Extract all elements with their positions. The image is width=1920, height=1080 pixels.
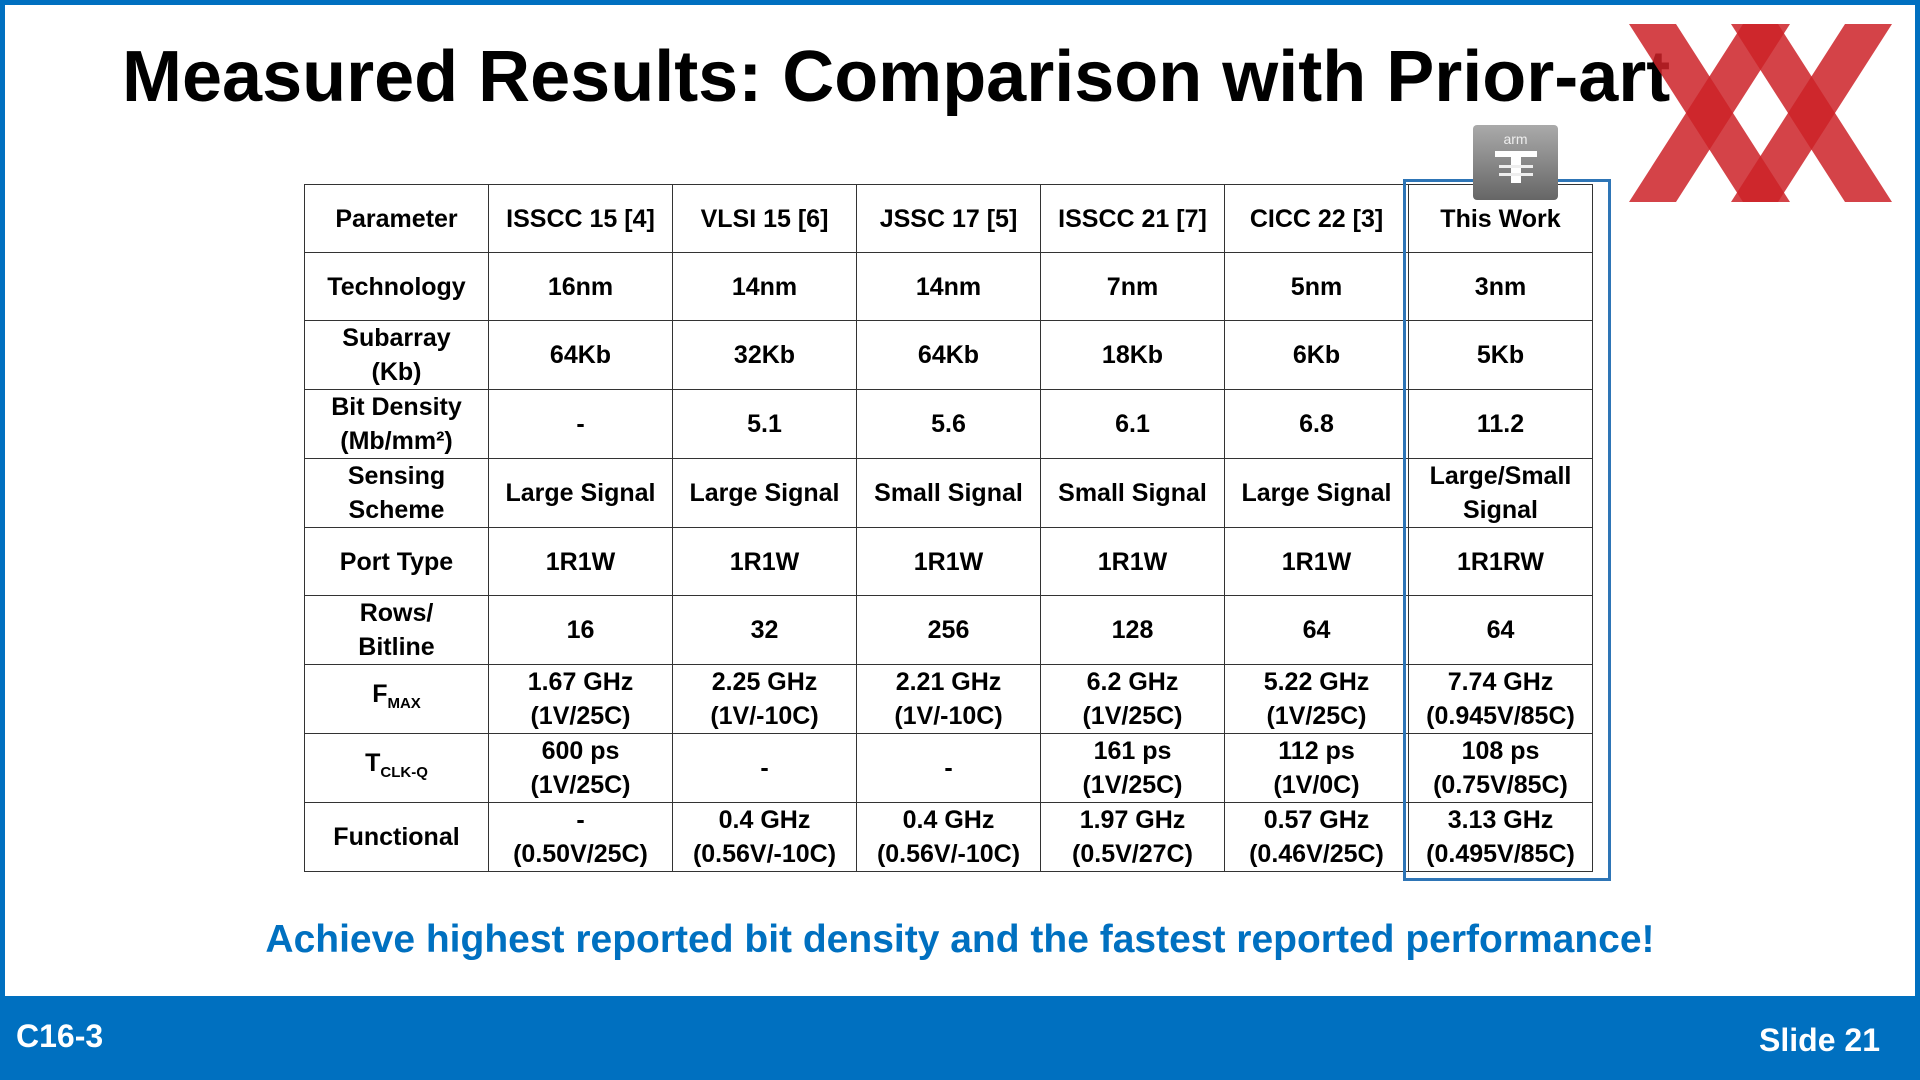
table-cell: 128 [1040, 595, 1225, 665]
table-cell: 1R1W [1224, 527, 1409, 596]
table-cell: 5.22 GHz (1V/25C) [1224, 664, 1409, 734]
table-cell: - [488, 389, 673, 459]
table-cell: Small Signal [1040, 458, 1225, 528]
table-cell: 14nm [672, 252, 857, 321]
table-cell: 6Kb [1224, 320, 1409, 390]
table-cell: 16nm [488, 252, 673, 321]
table-cell: 1R1W [1040, 527, 1225, 596]
caption: Achieve highest reported bit density and… [265, 918, 1655, 961]
table-cell: Rows/ Bitline [304, 595, 489, 665]
table-cell: Large Signal [672, 458, 857, 528]
table-cell: 108 ps (0.75V/85C) [1408, 733, 1593, 803]
table-cell: 32 [672, 595, 857, 665]
table-row: Subarray (Kb) 64Kb 32Kb 64Kb 18Kb 6Kb 5Kb [304, 320, 1593, 390]
table-cell: 112 ps (1V/0C) [1224, 733, 1409, 803]
table-cell: 32Kb [672, 320, 857, 390]
table-cell: Parameter [304, 184, 489, 253]
table-cell: 64 [1408, 595, 1593, 665]
logo: arm [1473, 125, 1558, 200]
table-cell: 600 ps (1V/25C) [488, 733, 673, 803]
table-cell: 6.2 GHz (1V/25C) [1040, 664, 1225, 734]
table-row: Sensing Scheme Large Signal Large Signal Sm… [304, 458, 1593, 528]
table-cell: - [856, 733, 1041, 803]
table-cell: 1R1RW [1408, 527, 1593, 596]
table-row: TCLK-Q 600 ps (1V/25C) - -161 ps (1V/25C) 11… [304, 733, 1593, 803]
table-cell: 2.25 GHz (1V/-10C) [672, 664, 857, 734]
table-cell: Large Signal [1224, 458, 1409, 528]
table-cell: Technology [304, 252, 489, 321]
table-cell: 5Kb [1408, 320, 1593, 390]
table-cell: Functional [304, 802, 489, 872]
table-cell: FMAX [304, 664, 489, 734]
table-row: Functional - (0.50V/25C) 0.4 GHz (0.56V/-1… [304, 802, 1593, 872]
table-cell: 6.8 [1224, 389, 1409, 459]
table-cell: 6.1 [1040, 389, 1225, 459]
table-cell: 5nm [1224, 252, 1409, 321]
table-cell: 16 [488, 595, 673, 665]
header-row: Parameter ISSCC 15 [4] VLSI 15 [6] JSSC 17 … [304, 184, 1593, 253]
logo-icon [1495, 151, 1537, 183]
comparison-table: Parameter ISSCC 15 [4] VLSI 15 [6] JSSC 17 … [304, 184, 1593, 872]
table-cell: Subarray (Kb) [304, 320, 489, 390]
table-cell: 3nm [1408, 252, 1593, 321]
table-cell: TCLK-Q [304, 733, 489, 803]
watermark [1629, 24, 1892, 202]
table-cell: 0.57 GHz (0.46V/25C) [1224, 802, 1409, 872]
table-row: Bit Density (Mb/mm²) -5.1 5.6 6.1 6.8 11.2 [304, 389, 1593, 459]
table-cell: ISSCC 15 [4] [488, 184, 673, 253]
table-cell: 0.4 GHz (0.56V/-10C) [856, 802, 1041, 872]
table-cell: 1.67 GHz (1V/25C) [488, 664, 673, 734]
table-cell: 1.97 GHz (0.5V/27C) [1040, 802, 1225, 872]
table-cell: Large/Small Signal [1408, 458, 1593, 528]
footer-right: Slide 21 [1759, 1022, 1880, 1058]
table-cell: 1R1W [856, 527, 1041, 596]
table-cell: 256 [856, 595, 1041, 665]
table-cell: 64Kb [488, 320, 673, 390]
table-cell: Bit Density (Mb/mm²) [304, 389, 489, 459]
table-cell: 2.21 GHz (1V/-10C) [856, 664, 1041, 734]
table-cell: 0.4 GHz (0.56V/-10C) [672, 802, 857, 872]
highlight-box [1403, 179, 1611, 881]
table-cell: ISSCC 21 [7] [1040, 184, 1225, 253]
table-cell: VLSI 15 [6] [672, 184, 857, 253]
table-cell: Sensing Scheme [304, 458, 489, 528]
table-cell: 18Kb [1040, 320, 1225, 390]
table-cell: - (0.50V/25C) [488, 802, 673, 872]
cell-subscript: MAX [387, 695, 421, 712]
table-cell: 1R1W [672, 527, 857, 596]
table-cell: Port Type [304, 527, 489, 596]
footer-left: C16-3 [16, 1018, 104, 1054]
table-cell: Large Signal [488, 458, 673, 528]
table-row: Rows/ Bitline 16 32 256 128 64 64 [304, 595, 1593, 665]
table-cell: 14nm [856, 252, 1041, 321]
logo-text: arm [1503, 131, 1528, 147]
cell-text: T [365, 749, 381, 777]
table-cell: 5.6 [856, 389, 1041, 459]
table-row: FMAX 1.67 GHz (1V/25C) 2.25 GHz (1V/-10C) 2… [304, 664, 1593, 734]
footer: C16-3 Slide 21 [0, 996, 1920, 1080]
table-cell: 161 ps (1V/25C) [1040, 733, 1225, 803]
table-cell: CICC 22 [3] [1224, 184, 1409, 253]
table-row: Technology 16nm 14nm 14nm 7nm 5nm 3nm [304, 252, 1593, 321]
table-row: Port Type 1R1W 1R1W 1R1W 1R1W 1R1W 1R1RW [304, 527, 1593, 596]
cell-text: F [372, 680, 388, 708]
table-cell: Small Signal [856, 458, 1041, 528]
table-cell: 64 [1224, 595, 1409, 665]
table-cell: 3.13 GHz (0.495V/85C) [1408, 802, 1593, 872]
table-cell: 11.2 [1408, 389, 1593, 459]
table-cell: 64Kb [856, 320, 1041, 390]
cell-subscript: CLK-Q [380, 764, 428, 781]
table-cell: - [672, 733, 857, 803]
title: Measured Results: Comparison with Prior-… [122, 37, 1671, 117]
table-cell: 7nm [1040, 252, 1225, 321]
table-cell: 5.1 [672, 389, 857, 459]
table-cell: 1R1W [488, 527, 673, 596]
